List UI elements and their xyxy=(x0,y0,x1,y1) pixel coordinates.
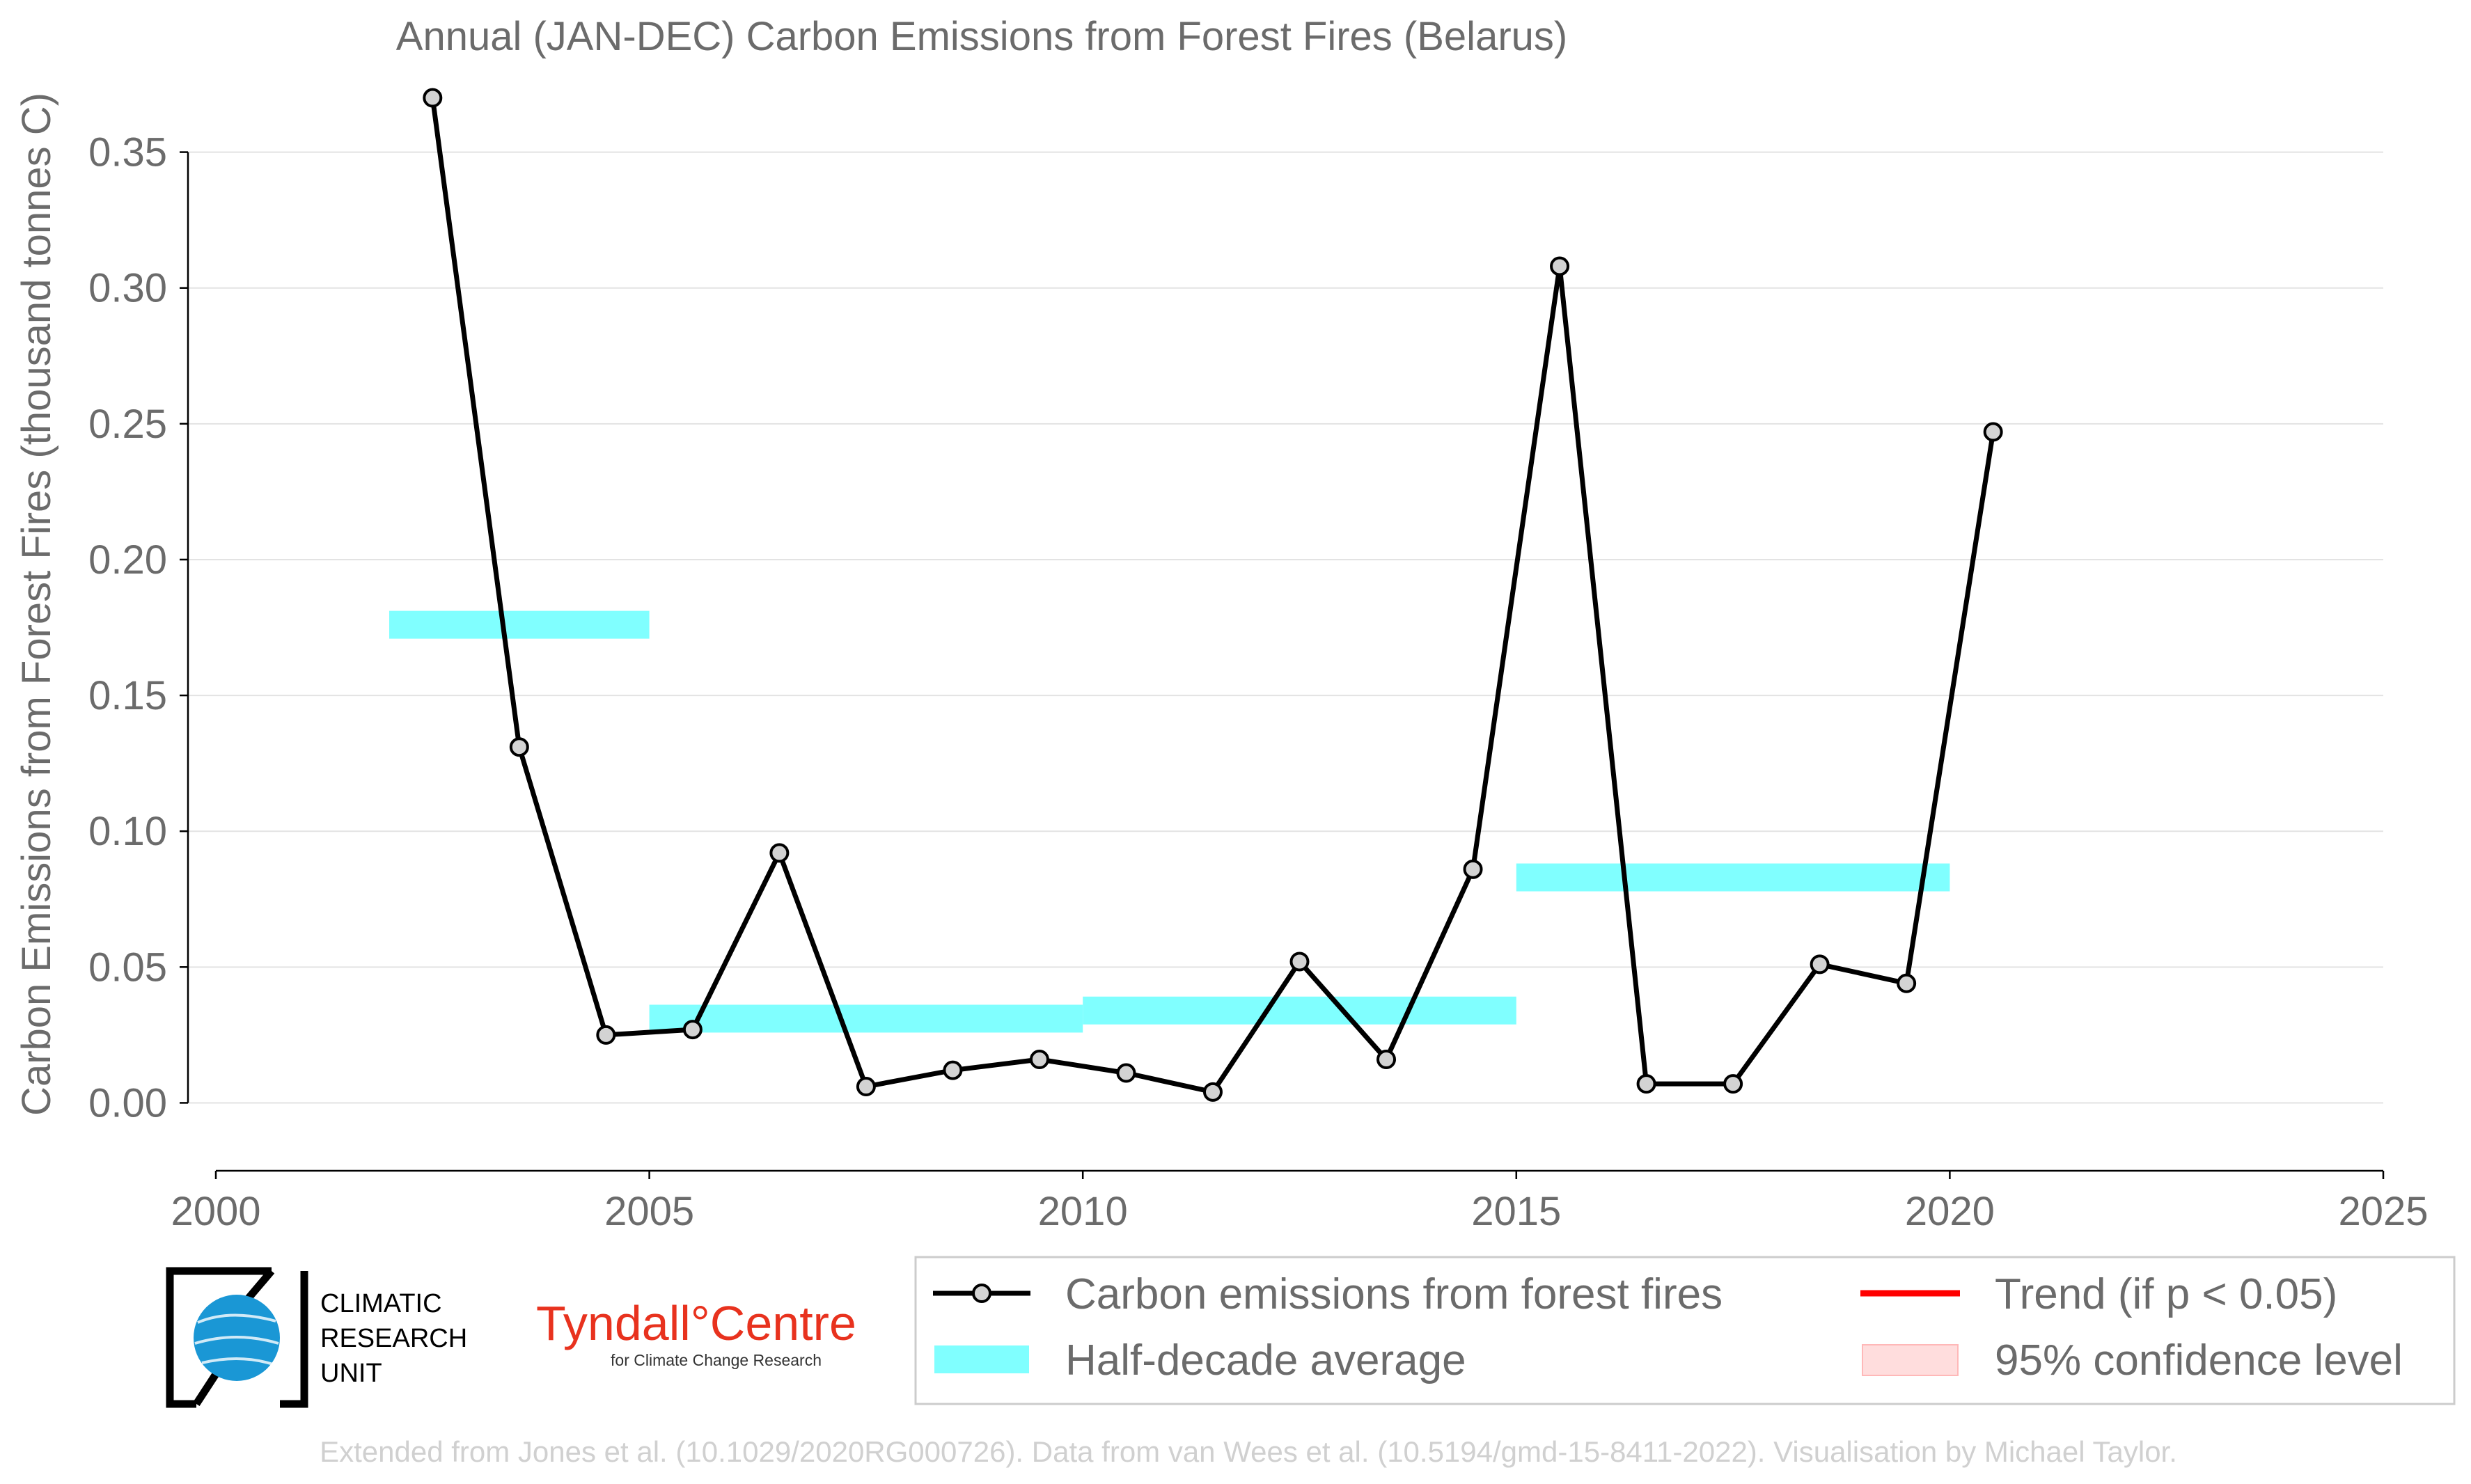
gridlines xyxy=(188,151,2383,1104)
emission-point xyxy=(1723,1074,1743,1094)
legend-label-average: Half-decade average xyxy=(1065,1336,1466,1384)
tyndall-logo-sub: for Climate Change Research xyxy=(611,1351,822,1369)
emission-line xyxy=(430,97,1996,1095)
half-decade-average-bands xyxy=(389,610,1950,1033)
axes: 0.00 0.05 0.10 0.15 0.20 0.25 0.30 0.35 2000 2005… xyxy=(88,130,2428,1234)
emission-point xyxy=(1897,973,1917,993)
legend-label-series: Carbon emissions from forest fires xyxy=(1065,1270,1723,1318)
half-decade-average-bar xyxy=(1083,996,1516,1025)
emission-point xyxy=(1983,422,2003,442)
cru-logo: CLIMATIC RESEARCH UNIT xyxy=(166,1267,467,1408)
legend-label-confidence: 95% confidence level xyxy=(1995,1336,2403,1384)
y-tick-label: 0.20 xyxy=(88,537,167,583)
emission-point xyxy=(682,1020,703,1040)
cru-logo-frame-slash-low xyxy=(193,1367,222,1407)
cru-logo-line-2: RESEARCH xyxy=(320,1324,467,1353)
legend: Carbon emissions from forest fires Trend… xyxy=(914,1256,2456,1405)
legend-average-swatch xyxy=(934,1345,1029,1373)
cru-logo-line-1: CLIMATIC xyxy=(320,1289,442,1318)
tyndall-logo: Tyndall°Centre for Climate Change Resear… xyxy=(536,1296,856,1369)
emission-point xyxy=(1116,1063,1136,1083)
x-tick-label: 2015 xyxy=(1471,1189,1561,1234)
emission-point xyxy=(769,843,790,863)
emission-point xyxy=(1810,954,1830,974)
half-decade-average-bar xyxy=(649,1004,1083,1033)
y-tick-label: 0.30 xyxy=(88,266,167,311)
emission-point xyxy=(596,1025,616,1045)
legend-frame xyxy=(914,1256,2456,1405)
credit-line: Extended from Jones et al. (10.1029/2020… xyxy=(320,1435,2177,1468)
emission-point xyxy=(423,88,443,108)
emission-point xyxy=(1463,859,1483,879)
y-tick-label: 0.05 xyxy=(88,945,167,990)
emission-point xyxy=(1550,256,1570,276)
emission-point xyxy=(509,737,529,757)
emission-point xyxy=(1202,1082,1223,1102)
cru-logo-frame-slash-high xyxy=(244,1268,275,1302)
cru-logo-line-3: UNIT xyxy=(320,1359,382,1388)
half-decade-average-bar xyxy=(389,610,650,639)
y-axis-label: Carbon Emissions from Forest Fires (thou… xyxy=(14,93,59,1116)
x-tick-label: 2025 xyxy=(2338,1189,2428,1234)
y-tick-label: 0.00 xyxy=(88,1080,167,1126)
legend-confidence-swatch xyxy=(1862,1344,1959,1376)
x-tick-label: 2020 xyxy=(1905,1189,1995,1234)
y-tick-label: 0.25 xyxy=(88,402,167,447)
y-tick-label: 0.10 xyxy=(88,809,167,854)
x-tick-label: 2005 xyxy=(604,1189,694,1234)
emission-point xyxy=(856,1077,876,1097)
emission-point xyxy=(1029,1049,1049,1069)
cru-globe-lines-icon xyxy=(194,1313,279,1366)
emission-point xyxy=(1289,952,1310,972)
y-tick-label: 0.15 xyxy=(88,673,167,718)
chart-title: Annual (JAN-DEC) Carbon Emissions from F… xyxy=(396,14,1567,59)
emission-point xyxy=(1636,1074,1656,1094)
emission-point xyxy=(1376,1049,1397,1069)
tyndall-logo-main: Tyndall°Centre xyxy=(536,1296,856,1350)
legend-label-trend: Trend (if p < 0.05) xyxy=(1995,1270,2337,1318)
emission-points xyxy=(423,88,2003,1102)
emission-series xyxy=(430,97,1996,1095)
cru-logo-frame xyxy=(166,1267,308,1408)
half-decade-average-bar xyxy=(1516,863,1950,892)
x-tick-label: 2000 xyxy=(171,1189,260,1234)
legend-series-marker-swatch xyxy=(972,1284,991,1303)
emission-point xyxy=(943,1060,963,1080)
x-tick-label: 2010 xyxy=(1038,1189,1128,1234)
y-tick-label: 0.35 xyxy=(88,130,167,175)
